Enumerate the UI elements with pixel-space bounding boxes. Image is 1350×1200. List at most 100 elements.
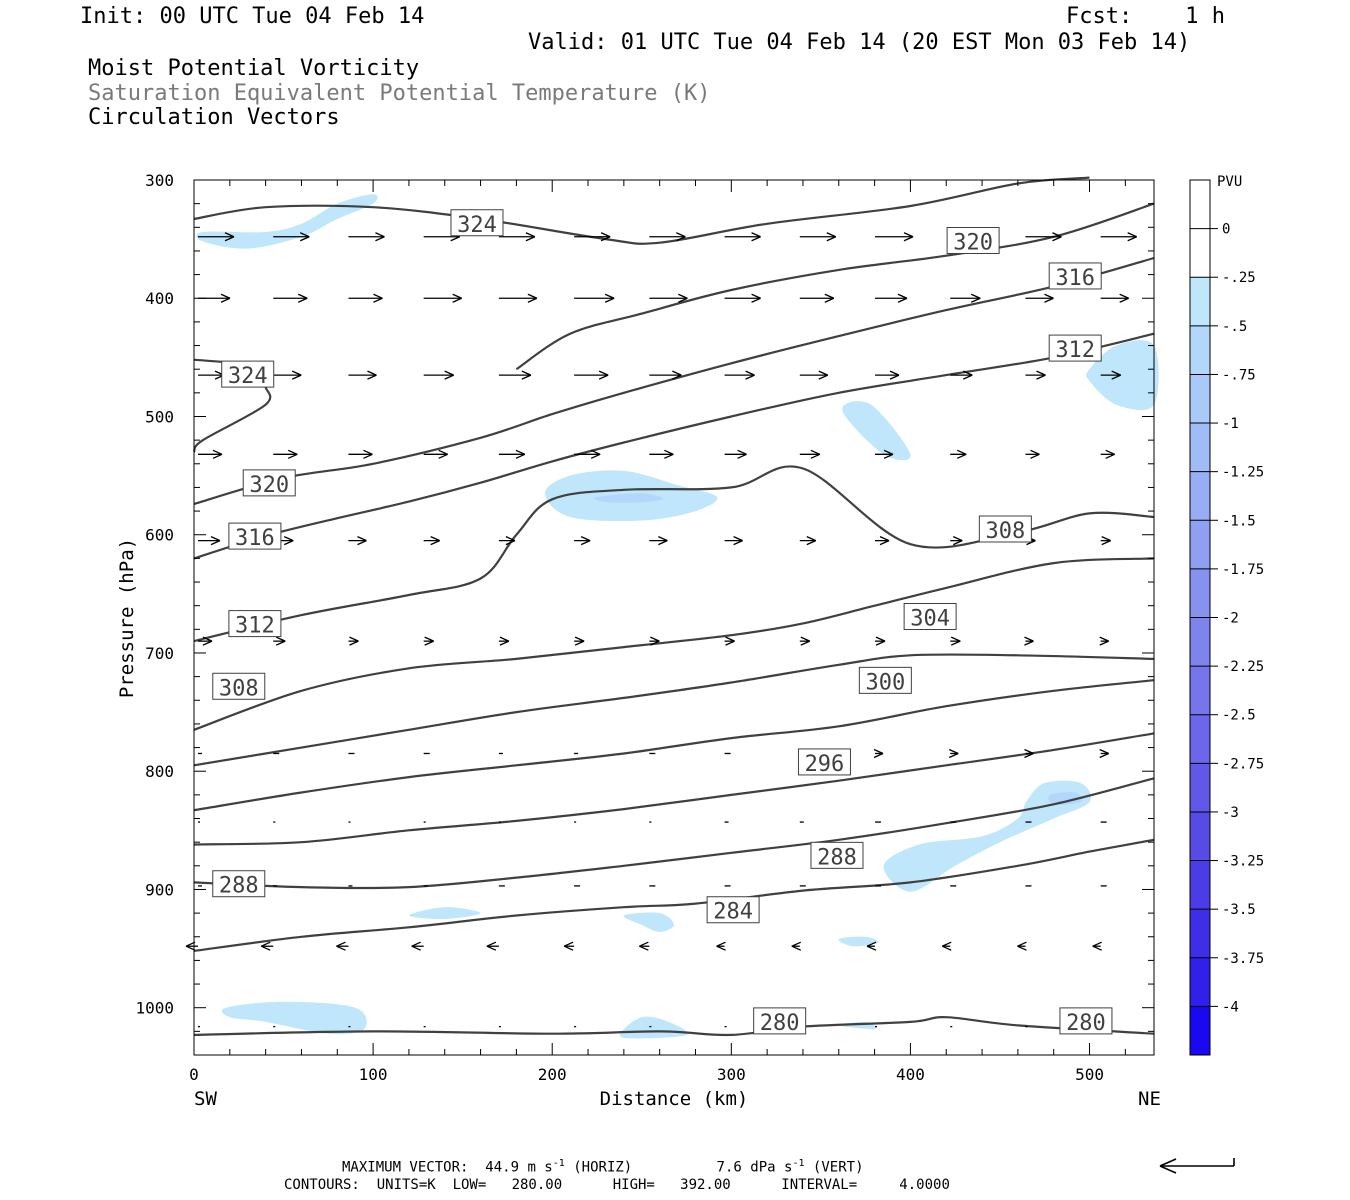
colorbar-swatch (1190, 568, 1210, 618)
colorbar-label: -4 (1222, 999, 1239, 1015)
init-time: Init: 00 UTC Tue 04 Feb 14 (80, 4, 425, 29)
circulation-vector (1100, 536, 1111, 546)
circulation-vector (486, 941, 499, 951)
circulation-vector (875, 370, 900, 380)
theta-e-contour (193, 777, 1155, 890)
circulation-vector (348, 636, 359, 646)
svg-text:320: 320 (953, 230, 993, 255)
svg-text:312: 312 (1055, 338, 1095, 363)
x-tick-label: 100 (359, 1065, 388, 1084)
theta-e-contour (515, 202, 1155, 371)
contour-label: 288 (810, 841, 864, 870)
pv-patch (1086, 340, 1159, 411)
svg-text:280: 280 (1066, 1011, 1106, 1036)
circulation-vector (498, 449, 526, 459)
pv-patch (838, 936, 879, 947)
field-label-mpv: Moist Potential Vorticity (88, 56, 420, 81)
pv-patch (221, 1001, 367, 1035)
vert-unit: dPa s (750, 1159, 793, 1176)
x-tick-label: 500 (1075, 1065, 1104, 1084)
colorbar-swatch (1190, 374, 1210, 424)
circulation-vector (716, 941, 726, 951)
circulation-vector (649, 449, 674, 459)
colorbar-label: -.25 (1222, 270, 1256, 286)
circulation-vector (273, 370, 302, 380)
colorbar-label: -2 (1222, 611, 1239, 627)
contour-label: 308 (212, 672, 266, 701)
colorbar: PVU 0 -.25 -.5 -.75 -1 -1.25 -1.5 -1.75 -2 -2.25 -2… (1189, 174, 1264, 1056)
circulation-vector (198, 449, 223, 459)
circulation-vector (260, 941, 274, 951)
circulation-vectors-layer (185, 232, 1137, 1028)
circulation-vector (423, 636, 434, 646)
svg-text:320: 320 (249, 473, 289, 498)
colorbar-label: -.75 (1222, 367, 1256, 383)
horiz-tag: (HORIZ) (573, 1159, 633, 1176)
circulation-vector (799, 636, 811, 646)
vert-exponent: -1 (792, 1158, 805, 1169)
colorbar-swatch (1190, 471, 1210, 521)
circulation-vector (950, 449, 967, 459)
colorbar-swatch (1190, 763, 1210, 813)
theta-e-contour (193, 557, 1155, 731)
circulation-vector (423, 536, 440, 546)
contour-label: 312 (228, 610, 282, 639)
circulation-vector (791, 941, 802, 951)
colorbar-label: -3.5 (1222, 902, 1256, 918)
circulation-vector (799, 232, 837, 242)
horiz-unit: m s (527, 1159, 553, 1176)
circulation-vector (574, 293, 615, 303)
x-tick-label: 400 (896, 1065, 925, 1084)
y-tick-label: 500 (145, 407, 174, 426)
circulation-vector (185, 941, 198, 951)
circulation-vector (574, 536, 591, 546)
y-tick-label: 400 (145, 289, 174, 308)
circulation-vector (875, 293, 908, 303)
svg-text:284: 284 (713, 900, 753, 925)
circulation-vector (348, 536, 367, 546)
max-vector-label: MAXIMUM VECTOR: (342, 1159, 469, 1176)
circulation-vector (411, 941, 424, 951)
circulation-vector (348, 232, 385, 242)
colorbar-title: PVU (1217, 174, 1242, 190)
colorbar-swatch (1190, 277, 1210, 327)
circulation-vector (724, 232, 761, 242)
plot-frame (193, 179, 1155, 1056)
contour-label: 296 (797, 748, 851, 777)
theta-e-contour (193, 732, 1155, 846)
contour-label: 280 (1059, 1007, 1113, 1036)
circulation-vector (423, 370, 454, 380)
circulation-vector (649, 636, 660, 646)
svg-text:324: 324 (228, 364, 268, 389)
y-axis-title: Pressure (hPa) (116, 538, 138, 698)
contours-info-line: CONTOURS: UNITS=K LOW= 280.00 HIGH= 392.… (284, 1177, 950, 1193)
circulation-vector (950, 536, 963, 546)
colorbar-label: -1.25 (1222, 465, 1264, 481)
circulation-vector (875, 636, 886, 646)
x-endpoint-sw: SW (194, 1088, 217, 1110)
circulation-vector (724, 293, 761, 303)
circulation-vector (498, 370, 532, 380)
theta-e-contours-layer (192, 176, 1155, 1037)
horiz-value: 44.9 (485, 1159, 520, 1176)
pv-patch (842, 401, 911, 461)
theta-e-contour (193, 332, 1155, 560)
valid-time: Valid: 01 UTC Tue 04 Feb 14 (20 EST Mon … (528, 30, 1191, 55)
circulation-vector (1100, 232, 1137, 242)
reference-vector (1159, 1158, 1235, 1174)
colorbar-swatch (1190, 811, 1210, 862)
circulation-vector (950, 636, 961, 646)
circulation-vector (423, 293, 462, 303)
horiz-exponent: -1 (552, 1158, 565, 1169)
max-vector-line: MAXIMUM VECTOR: 44.9 m s-1 (HORIZ) 7.6 d… (342, 1159, 864, 1175)
theta-e-contour (193, 679, 1155, 812)
field-label-thetae: Saturation Equivalent Potential Temperat… (88, 81, 711, 106)
colorbar-swatch (1190, 714, 1210, 764)
circulation-vector (649, 370, 682, 380)
circulation-vector (574, 449, 601, 459)
svg-text:296: 296 (805, 752, 845, 777)
circulation-vector (724, 536, 743, 546)
circulation-vector (799, 449, 821, 459)
y-tick-label: 800 (145, 762, 174, 781)
